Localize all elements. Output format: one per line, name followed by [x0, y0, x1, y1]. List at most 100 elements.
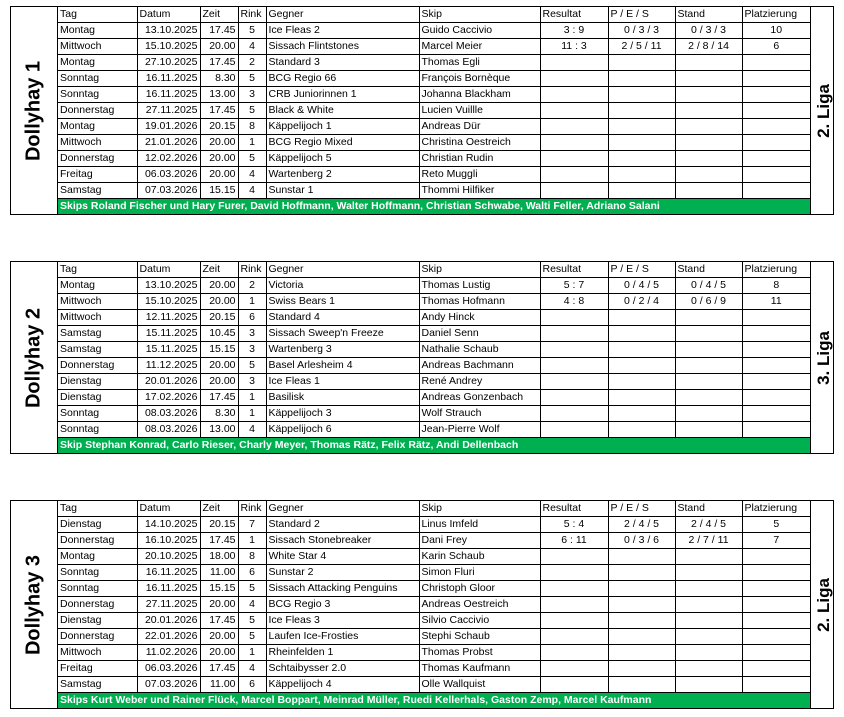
table-row: Samstag 15.11.2025 10.45 3 Sissach Sweep'n F…	[58, 325, 810, 342]
header-resultat: Resultat	[539, 7, 609, 23]
table-row: Donnerstag 22.01.2026 20.00 5 Laufen Ice-Fro…	[58, 628, 810, 645]
cell-resultat	[539, 389, 609, 406]
cell-zeit: 11.00	[199, 676, 239, 693]
header-skip: Skip	[418, 262, 541, 278]
cell-skip: Silvio Caccivio	[418, 612, 541, 629]
cell-zeit: 15.15	[199, 341, 239, 358]
header-platzierung: Platzierung	[741, 262, 810, 278]
cell-platzierung	[741, 70, 810, 87]
cell-rink: 5	[237, 612, 267, 629]
cell-platzierung: 7	[741, 532, 810, 549]
cell-tag: Mittwoch	[58, 309, 138, 326]
cell-gegner: Sissach Flintstones	[265, 38, 420, 55]
cell-gegner: Sunstar 2	[265, 564, 420, 581]
cell-skip: Nathalie Schaub	[418, 341, 541, 358]
cell-stand	[674, 150, 743, 167]
cell-gegner: Ice Fleas 1	[265, 373, 420, 390]
header-zeit: Zeit	[199, 501, 239, 517]
cell-resultat	[539, 150, 609, 167]
cell-stand	[674, 612, 743, 629]
header-row: Tag Datum Zeit Rink Gegner Skip Resultat P / E …	[58, 501, 810, 517]
cell-pes	[607, 564, 676, 581]
cell-resultat	[539, 166, 609, 183]
schedule-table: Tag Datum Zeit Rink Gegner Skip Resultat P / E …	[58, 7, 810, 214]
cell-resultat	[539, 596, 609, 613]
cell-resultat	[539, 564, 609, 581]
cell-gegner: Standard 4	[265, 309, 420, 326]
cell-gegner: BCG Regio 3	[265, 596, 420, 613]
cell-zeit: 17.45	[199, 102, 239, 119]
cell-rink: 3	[237, 325, 267, 342]
cell-skip: Linus Imfeld	[418, 516, 541, 533]
header-skip: Skip	[418, 501, 541, 517]
cell-datum: 17.02.2026	[136, 389, 201, 406]
cell-datum: 13.10.2025	[136, 277, 201, 294]
cell-resultat	[539, 134, 609, 151]
cell-platzierung	[741, 644, 810, 661]
cell-tag: Dienstag	[58, 516, 138, 533]
cell-resultat	[539, 660, 609, 677]
cell-platzierung: 6	[741, 38, 810, 55]
cell-skip: Thomas Lustig	[418, 277, 541, 294]
cell-platzierung	[741, 118, 810, 135]
cell-resultat: 6 : 11	[539, 532, 609, 549]
cell-pes	[607, 150, 676, 167]
cell-tag: Samstag	[58, 676, 138, 693]
cell-platzierung	[741, 596, 810, 613]
cell-datum: 12.11.2025	[136, 309, 201, 326]
cell-platzierung	[741, 548, 810, 565]
cell-gegner: Sunstar 1	[265, 182, 420, 199]
cell-rink: 5	[237, 357, 267, 374]
schedule-table: Tag Datum Zeit Rink Gegner Skip Resultat P / E …	[58, 501, 810, 708]
cell-zeit: 20.00	[199, 357, 239, 374]
cell-rink: 3	[237, 373, 267, 390]
cell-tag: Donnerstag	[58, 357, 138, 374]
cell-skip: Reto Muggli	[418, 166, 541, 183]
cell-stand	[674, 564, 743, 581]
cell-rink: 5	[237, 22, 267, 39]
header-tag: Tag	[58, 7, 138, 23]
cell-pes: 0 / 3 / 6	[607, 532, 676, 549]
cell-resultat	[539, 612, 609, 629]
cell-zeit: 20.15	[199, 309, 239, 326]
cell-rink: 1	[237, 389, 267, 406]
cell-rink: 1	[237, 293, 267, 310]
cell-pes	[607, 612, 676, 629]
cell-datum: 11.02.2026	[136, 644, 201, 661]
cell-pes	[607, 118, 676, 135]
cell-stand	[674, 309, 743, 326]
cell-platzierung	[741, 660, 810, 677]
cell-skip: René Andrey	[418, 373, 541, 390]
cell-tag: Mittwoch	[58, 38, 138, 55]
cell-rink: 4	[237, 182, 267, 199]
cell-stand	[674, 182, 743, 199]
cell-gegner: Wartenberg 2	[265, 166, 420, 183]
table-row: Montag 27.10.2025 17.45 2 Standard 3 Thomas E…	[58, 54, 810, 71]
table-row: Montag 19.01.2026 20.15 8 Käppelijoch 1 Andre…	[58, 118, 810, 135]
cell-pes	[607, 660, 676, 677]
cell-tag: Montag	[58, 548, 138, 565]
table-row: Dienstag 20.01.2026 20.00 3 Ice Fleas 1 René …	[58, 373, 810, 390]
cell-pes	[607, 421, 676, 438]
table-row: Sonntag 16.11.2025 8.30 5 BCG Regio 66 Franço…	[58, 70, 810, 87]
table-row: Donnerstag 27.11.2025 17.45 5 Black & White L…	[58, 102, 810, 119]
cell-tag: Donnerstag	[58, 150, 138, 167]
cell-stand	[674, 54, 743, 71]
cell-stand	[674, 86, 743, 103]
cell-platzierung	[741, 102, 810, 119]
cell-skip: Olle Wallquist	[418, 676, 541, 693]
cell-rink: 5	[237, 102, 267, 119]
cell-gegner: Victoria	[265, 277, 420, 294]
cell-skip: Thomas Egli	[418, 54, 541, 71]
cell-tag: Freitag	[58, 660, 138, 677]
cell-rink: 4	[237, 166, 267, 183]
header-rink: Rink	[237, 262, 267, 278]
table-row: Dienstag 20.01.2026 17.45 5 Ice Fleas 3 Silvi…	[58, 612, 810, 629]
table-row: Sonntag 08.03.2026 13.00 4 Käppelijoch 6 Jean…	[58, 421, 810, 438]
cell-skip: Marcel Meier	[418, 38, 541, 55]
cell-platzierung	[741, 150, 810, 167]
skips-banner: Skips Roland Fischer und Hary Furer, Dav…	[58, 198, 810, 214]
cell-gegner: Sissach Stonebreaker	[265, 532, 420, 549]
cell-platzierung: 8	[741, 277, 810, 294]
header-datum: Datum	[136, 7, 201, 23]
